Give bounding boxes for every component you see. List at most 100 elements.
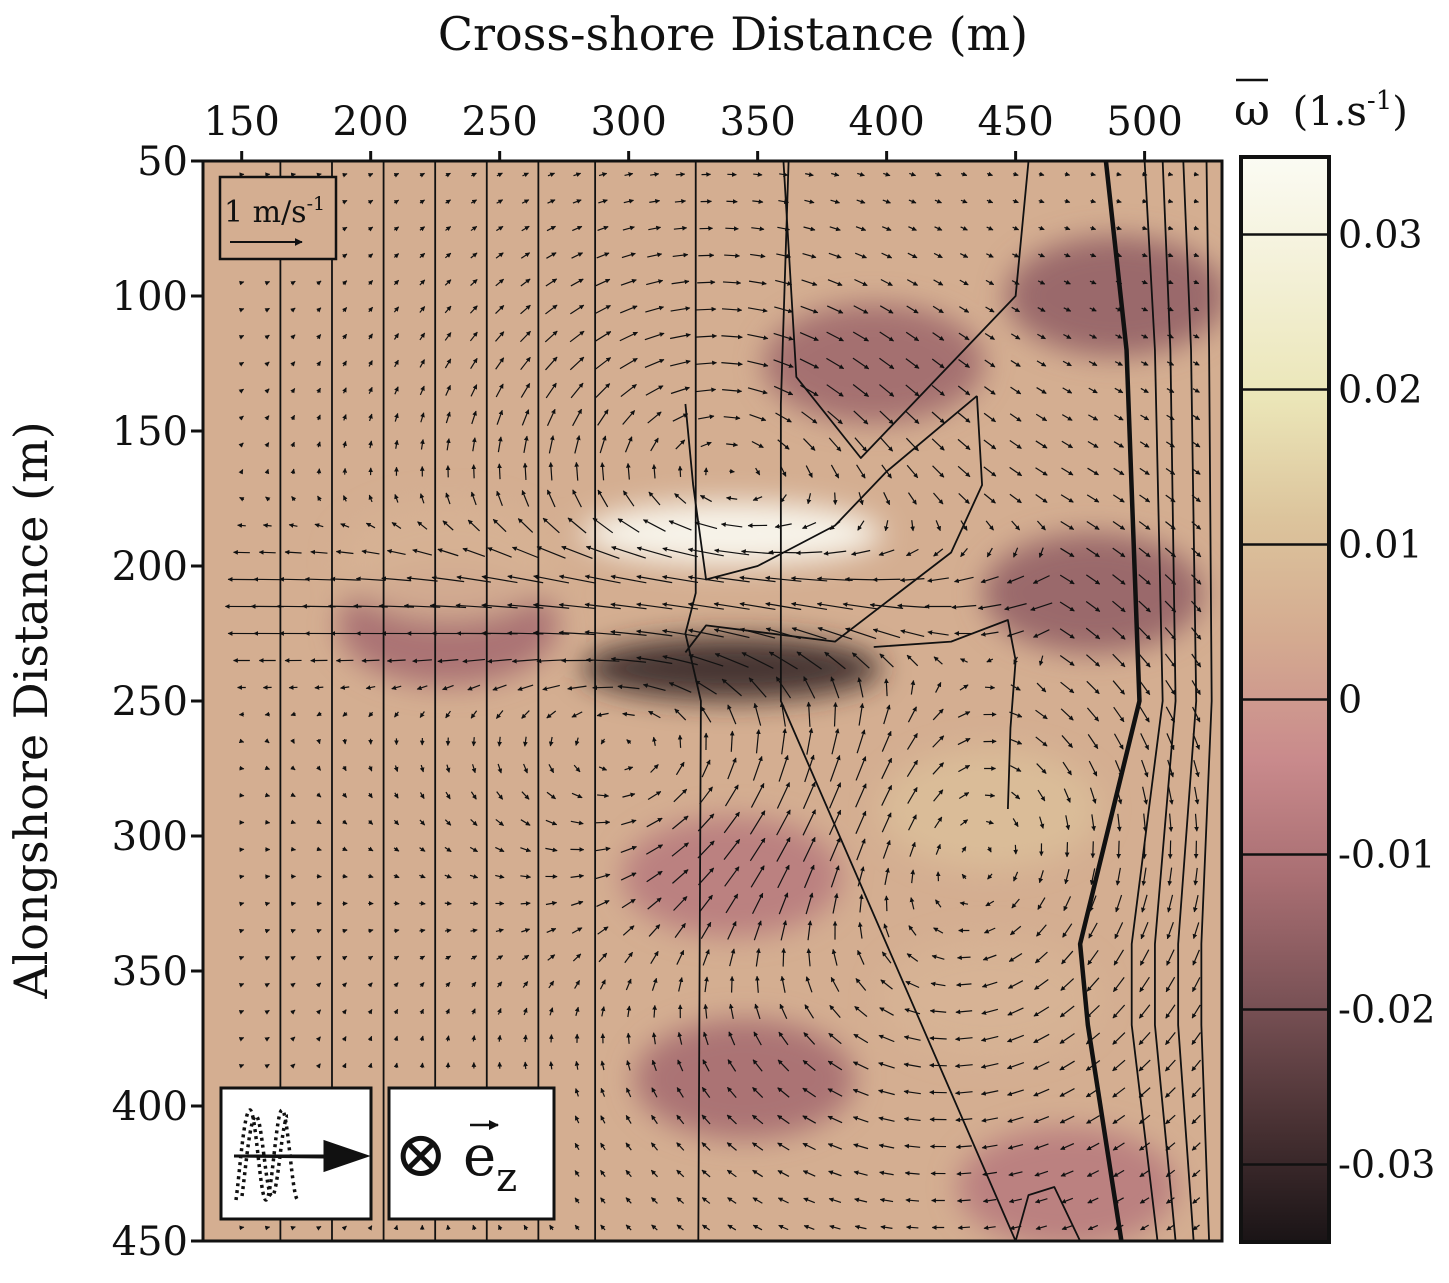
velocity-vector bbox=[957, 955, 971, 961]
velocity-vector bbox=[805, 172, 814, 177]
velocity-vector bbox=[675, 439, 686, 450]
velocity-vector bbox=[532, 602, 570, 609]
velocity-vector bbox=[747, 387, 768, 395]
velocity-vector bbox=[342, 928, 348, 934]
velocity-vector bbox=[1116, 840, 1122, 859]
velocity-vector bbox=[830, 464, 840, 479]
velocity-vector bbox=[806, 948, 812, 967]
unit-vector-letter: e bbox=[463, 1124, 496, 1189]
velocity-vector bbox=[905, 358, 920, 369]
velocity-vector bbox=[265, 819, 271, 825]
x-tick-label: 500 bbox=[1106, 99, 1182, 145]
velocity-vector bbox=[507, 602, 544, 609]
velocity-vector bbox=[419, 982, 425, 988]
velocity-vector bbox=[315, 1036, 321, 1042]
y-tick-label: 350 bbox=[112, 949, 188, 995]
velocity-vector bbox=[316, 928, 322, 934]
velocity-vector bbox=[470, 225, 478, 232]
velocity-vector bbox=[365, 685, 376, 690]
velocity-vector bbox=[341, 765, 347, 772]
velocity-vector bbox=[855, 783, 867, 808]
velocity-vector bbox=[727, 921, 737, 940]
velocity-vector bbox=[650, 950, 659, 964]
velocity-vector bbox=[645, 305, 665, 313]
reference-vector-exponent: -1 bbox=[307, 193, 326, 215]
velocity-vector bbox=[342, 440, 347, 448]
velocity-vector bbox=[830, 676, 840, 699]
velocity-vector bbox=[533, 574, 570, 584]
velocity-vector bbox=[290, 361, 296, 367]
velocity-vector bbox=[572, 199, 582, 204]
velocity-vector bbox=[238, 308, 245, 313]
velocity-vector bbox=[650, 437, 659, 452]
velocity-vector bbox=[802, 809, 816, 836]
velocity-vector bbox=[723, 838, 741, 861]
velocity-vector bbox=[507, 574, 544, 584]
velocity-vector bbox=[600, 1197, 606, 1204]
velocity-vector bbox=[315, 1063, 321, 1069]
velocity-vector bbox=[645, 385, 664, 396]
velocity-vector bbox=[442, 684, 454, 691]
velocity-vector bbox=[419, 359, 426, 368]
velocity-vector bbox=[419, 306, 426, 313]
velocity-vector bbox=[546, 489, 556, 508]
velocity-vector bbox=[545, 278, 558, 287]
velocity-vector bbox=[470, 791, 477, 800]
velocity-vector bbox=[806, 493, 812, 505]
velocity-vector bbox=[625, 978, 632, 991]
velocity-vector bbox=[675, 761, 685, 776]
velocity-vector bbox=[723, 811, 740, 834]
velocity-vector bbox=[747, 333, 769, 341]
y-tick-label: 100 bbox=[112, 274, 188, 320]
velocity-vector bbox=[316, 441, 321, 448]
velocity-vector bbox=[827, 410, 843, 425]
velocity-vector bbox=[778, 754, 789, 782]
velocity-vector bbox=[725, 226, 739, 232]
velocity-vector bbox=[600, 1224, 606, 1231]
velocity-vector bbox=[445, 791, 451, 800]
velocity-vector bbox=[445, 1035, 451, 1042]
velocity-vector bbox=[342, 387, 347, 394]
velocity-vector bbox=[669, 332, 691, 340]
velocity-vector bbox=[367, 765, 373, 772]
velocity-vector bbox=[854, 1197, 868, 1203]
velocity-vector bbox=[728, 1031, 736, 1046]
velocity-vector bbox=[739, 575, 776, 583]
velocity-vector bbox=[878, 549, 895, 556]
y-tick-label: 200 bbox=[112, 544, 188, 590]
velocity-vector bbox=[827, 279, 843, 286]
velocity-vector bbox=[803, 1032, 816, 1045]
velocity-vector bbox=[445, 384, 451, 396]
velocity-vector bbox=[419, 332, 426, 341]
velocity-vector bbox=[672, 252, 689, 258]
velocity-vector bbox=[880, 979, 893, 990]
velocity-vector bbox=[781, 728, 787, 755]
velocity-vector bbox=[419, 252, 426, 259]
velocity-vector bbox=[342, 495, 348, 502]
velocity-vector bbox=[625, 1142, 632, 1151]
velocity-vector bbox=[571, 252, 584, 259]
velocity-vector bbox=[412, 548, 433, 556]
velocity-vector bbox=[765, 601, 802, 611]
velocity-vector bbox=[290, 441, 295, 448]
velocity-vector bbox=[495, 846, 505, 853]
velocity-vector bbox=[776, 253, 792, 259]
velocity-vector bbox=[264, 468, 270, 475]
velocity-vector bbox=[264, 982, 270, 988]
velocity-vector bbox=[857, 172, 865, 177]
velocity-vector bbox=[881, 730, 892, 752]
velocity-vector bbox=[523, 1034, 528, 1043]
velocity-vector bbox=[714, 548, 750, 556]
velocity-vector bbox=[341, 1036, 347, 1042]
velocity-vector bbox=[610, 574, 647, 584]
velocity-vector bbox=[909, 171, 917, 177]
velocity-vector bbox=[856, 729, 866, 754]
velocity-vector bbox=[365, 522, 376, 529]
velocity-vector bbox=[487, 547, 512, 558]
velocity-vector bbox=[858, 702, 865, 726]
velocity-vector bbox=[722, 280, 742, 286]
velocity-vector bbox=[570, 820, 584, 826]
velocity-vector bbox=[467, 519, 480, 532]
colorbar-tick-label: -0.01 bbox=[1338, 833, 1435, 877]
velocity-vector bbox=[469, 874, 479, 879]
